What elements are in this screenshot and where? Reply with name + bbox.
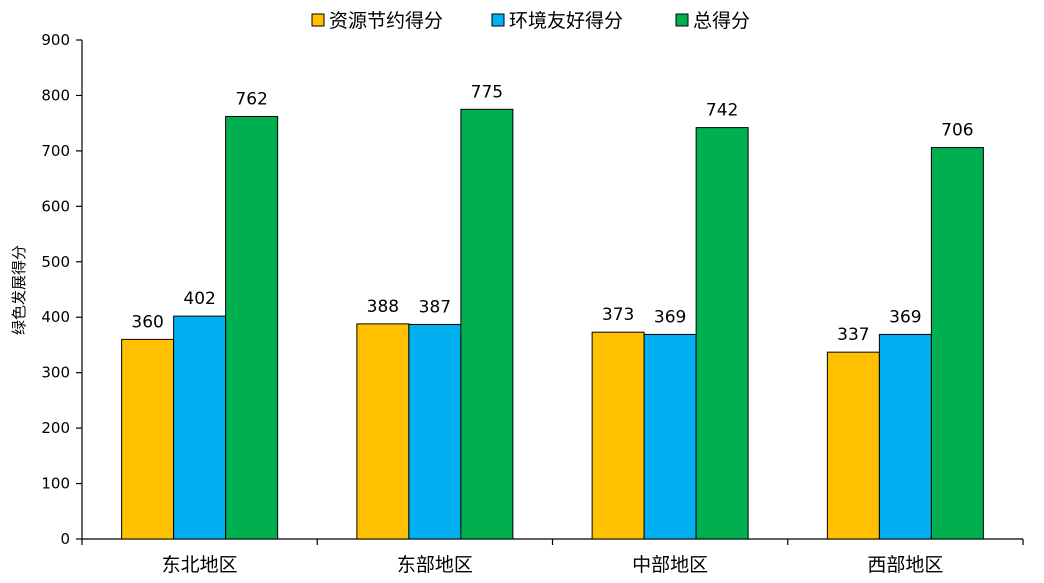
data-label: 762	[235, 90, 267, 110]
legend-swatch	[675, 13, 689, 27]
data-label: 369	[654, 307, 686, 327]
legend-label: 环境友好得分	[509, 10, 623, 32]
y-tick-label: 200	[41, 419, 70, 437]
data-label: 742	[706, 101, 738, 121]
data-label: 706	[941, 121, 973, 141]
bars	[121, 108, 984, 540]
y-axis: 0 100 200 300 400 500 600 700 800 900	[41, 31, 83, 548]
bar	[826, 351, 880, 540]
y-tick-label: 700	[41, 142, 70, 160]
y-tick-label: 500	[41, 253, 70, 271]
bar	[173, 315, 227, 540]
y-tick-label: 300	[41, 364, 70, 382]
bar	[121, 338, 175, 540]
data-label: 337	[837, 325, 869, 345]
x-tick-label: 东部地区	[397, 554, 473, 576]
y-tick-label: 900	[41, 31, 70, 49]
data-label: 360	[131, 312, 163, 332]
legend-label: 资源节约得分	[329, 10, 443, 32]
bar	[643, 333, 697, 540]
x-axis: 东北地区 东部地区 中部地区 西部地区	[81, 538, 1024, 576]
bar	[695, 127, 749, 540]
data-labels: 360 402 762 388 387 775 373 369 742 337 369 706	[131, 82, 973, 345]
legend-label: 总得分	[693, 10, 750, 32]
y-tick-label: 0	[60, 530, 70, 548]
x-tick-label: 东北地区	[162, 554, 238, 576]
data-label: 775	[471, 82, 503, 102]
bar	[930, 147, 984, 540]
x-tick-label: 西部地区	[867, 554, 943, 576]
bar	[878, 333, 932, 540]
data-label: 388	[367, 297, 399, 317]
y-tick-label: 100	[41, 475, 70, 493]
bar	[460, 108, 514, 540]
y-axis-label: 绿色发展得分	[10, 245, 28, 335]
legend: 资源节约得分 环境友好得分 总得分	[311, 10, 750, 32]
bar	[225, 116, 279, 540]
bar	[408, 323, 462, 540]
x-tick-label: 中部地区	[632, 554, 708, 576]
data-label: 373	[602, 305, 634, 325]
data-label: 387	[419, 297, 451, 317]
bar	[356, 323, 410, 540]
legend-swatch	[491, 13, 505, 27]
data-label: 369	[889, 307, 921, 327]
data-label: 402	[183, 289, 215, 309]
bar	[591, 331, 645, 540]
y-tick-label: 400	[41, 308, 70, 326]
y-tick-label: 600	[41, 197, 70, 215]
legend-swatch	[311, 13, 325, 27]
y-tick-label: 800	[41, 86, 70, 104]
